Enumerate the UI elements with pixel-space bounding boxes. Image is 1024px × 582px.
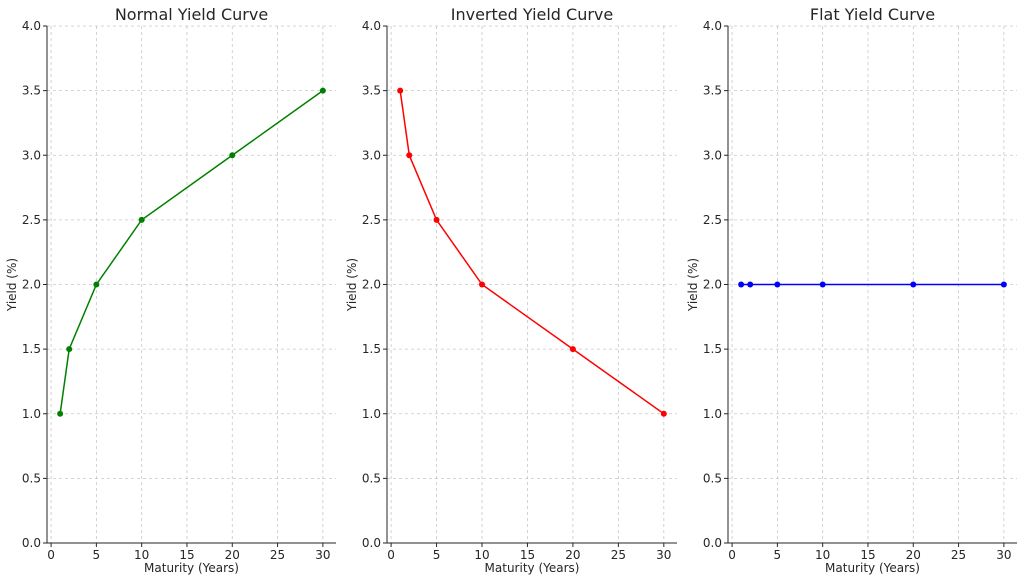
chart-title: Flat Yield Curve (810, 5, 935, 24)
x-tick-label: 0 (387, 548, 395, 562)
chart-title: Normal Yield Curve (115, 5, 268, 24)
x-tick-label: 15 (520, 548, 535, 562)
data-point (229, 152, 236, 159)
y-tick-label: 0.5 (362, 471, 381, 485)
x-tick-label: 20 (565, 548, 580, 562)
data-point (479, 281, 485, 288)
data-point (738, 281, 745, 288)
x-tick-label: 5 (774, 548, 782, 562)
x-tick-label: 5 (433, 548, 441, 562)
data-point (569, 346, 576, 353)
y-tick-label: 1.0 (362, 407, 381, 421)
series-line (399, 90, 665, 415)
y-tick-label: 0.5 (22, 471, 41, 485)
x-tick-label: 25 (270, 548, 285, 562)
y-tick-label: 0.0 (362, 536, 381, 550)
data-point (660, 410, 667, 417)
x-tick-label: 30 (996, 548, 1011, 562)
x-tick-label: 25 (611, 548, 626, 562)
y-tick-label: 1.5 (362, 342, 381, 356)
y-tick-label: 2.5 (362, 213, 381, 227)
data-point (1000, 281, 1007, 288)
y-tick-label: 2.0 (22, 278, 41, 292)
y-tick-label: 0.5 (703, 471, 722, 485)
y-axis-label: Yield (%) (345, 258, 359, 312)
data-point (319, 87, 326, 94)
x-tick-label: 15 (179, 548, 194, 562)
data-point (406, 152, 413, 159)
y-tick-label: 2.0 (362, 278, 381, 292)
x-tick-label: 0 (728, 548, 736, 562)
x-tick-label: 5 (93, 548, 101, 562)
y-tick-label: 3.5 (22, 84, 41, 98)
y-tick-label: 1.0 (22, 407, 41, 421)
chart-panel-1: 0 5 10 15 20 25 30 0.0 0.5 1.0 1.5 2.0 2.5 3.0 3.5 4.0 N… (5, 5, 336, 575)
x-tick-label: 30 (656, 548, 671, 562)
x-tick-label: 10 (134, 548, 149, 562)
y-tick-label: 3.0 (703, 148, 722, 162)
data-point (433, 216, 440, 223)
chart-title: Inverted Yield Curve (451, 5, 614, 24)
x-tick-label: 10 (815, 548, 830, 562)
y-tick-label: 4.0 (362, 19, 381, 33)
x-tick-label: 25 (951, 548, 966, 562)
x-axis-label: Maturity (Years) (825, 561, 920, 575)
y-tick-label: 3.0 (22, 148, 41, 162)
y-tick-label: 0.0 (22, 536, 41, 550)
chart-panel-2: 0 5 10 15 20 25 30 0.0 0.5 1.0 1.5 2.0 2.5 3.0 3.5 4.0 I… (345, 5, 677, 575)
chart-panel-3: 0 5 10 15 20 25 30 0.0 0.5 1.0 1.5 2.0 2.5 3.0 3.5 4.0 F… (686, 5, 1017, 575)
x-tick-label: 10 (474, 548, 489, 562)
x-axis-label: Maturity (Years) (144, 561, 239, 575)
data-point (57, 410, 64, 417)
y-tick-label: 3.5 (362, 84, 381, 98)
y-tick-label: 1.5 (703, 342, 722, 356)
y-tick-label: 2.0 (703, 278, 722, 292)
y-tick-label: 3.0 (362, 148, 381, 162)
y-tick-label: 1.5 (22, 342, 41, 356)
data-point (397, 87, 404, 94)
data-point (138, 216, 145, 223)
data-point (774, 281, 781, 288)
y-axis-label: Yield (%) (686, 258, 700, 312)
data-point (819, 281, 826, 288)
y-tick-label: 1.0 (703, 407, 722, 421)
x-tick-label: 20 (225, 548, 240, 562)
y-tick-label: 4.0 (703, 19, 722, 33)
y-tick-label: 2.5 (703, 213, 722, 227)
x-tick-label: 20 (906, 548, 921, 562)
data-point (747, 281, 754, 288)
y-axis-label: Yield (%) (5, 258, 19, 312)
data-point (66, 346, 73, 353)
x-tick-label: 15 (860, 548, 875, 562)
y-tick-label: 3.5 (703, 84, 722, 98)
data-point (910, 281, 917, 288)
series-line (59, 90, 324, 414)
y-tick-label: 4.0 (22, 19, 41, 33)
y-tick-label: 0.0 (703, 536, 722, 550)
y-tick-label: 2.5 (22, 213, 41, 227)
x-axis-label: Maturity (Years) (485, 561, 580, 575)
data-point (93, 281, 100, 288)
x-tick-label: 0 (47, 548, 55, 562)
x-tick-label: 30 (315, 548, 330, 562)
